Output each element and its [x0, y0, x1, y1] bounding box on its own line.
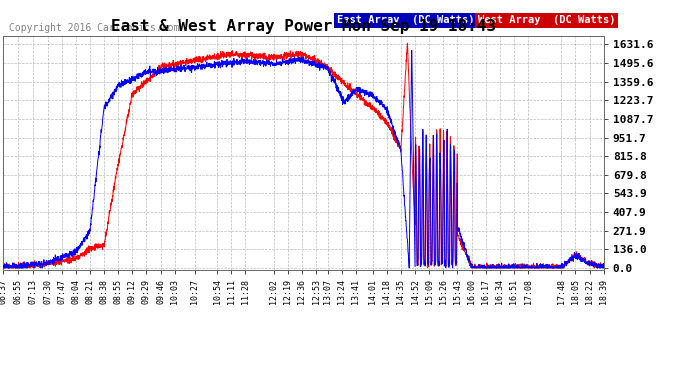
Text: Copyright 2016 Cartronics.com: Copyright 2016 Cartronics.com [10, 23, 180, 33]
Text: East Array  (DC Watts): East Array (DC Watts) [337, 15, 474, 26]
Text: West Array  (DC Watts): West Array (DC Watts) [477, 15, 615, 26]
Title: East & West Array Power Mon Sep 19 18:43: East & West Array Power Mon Sep 19 18:43 [111, 20, 496, 34]
